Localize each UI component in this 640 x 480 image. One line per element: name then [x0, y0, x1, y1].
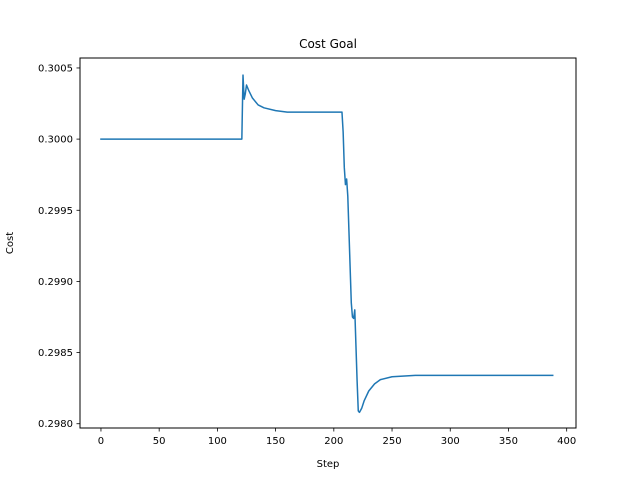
x-tick-label: 350 [499, 436, 518, 447]
y-axis-ticks: 0.2980 0.2985 0.2990 0.2995 0.3000 0.3005 [38, 63, 80, 430]
x-tick-label: 300 [441, 436, 460, 447]
y-tick-label: 0.3005 [38, 63, 73, 74]
plot-frame [79, 57, 577, 429]
y-tick-label: 0.3000 [38, 135, 73, 146]
chart-title: Cost Goal [299, 37, 357, 51]
series-layer [100, 74, 554, 414]
x-tick-label: 100 [208, 436, 227, 447]
x-tick-label: 50 [153, 436, 166, 447]
x-tick-label: 200 [324, 436, 343, 447]
x-axis-label: Step [317, 459, 340, 470]
y-tick-label: 0.2995 [38, 206, 73, 217]
series-line-0 [100, 74, 554, 414]
y-tick-label: 0.2980 [38, 419, 73, 430]
x-tick-label: 0 [98, 436, 104, 447]
y-tick-label: 0.2985 [38, 348, 73, 359]
y-axis-label: Cost [5, 232, 16, 254]
x-tick-label: 400 [557, 436, 576, 447]
x-axis-ticks: 0 50 100 150 200 250 300 350 400 [98, 428, 576, 447]
x-tick-label: 250 [382, 436, 401, 447]
x-tick-label: 150 [266, 436, 285, 447]
y-tick-label: 0.2990 [38, 277, 73, 288]
